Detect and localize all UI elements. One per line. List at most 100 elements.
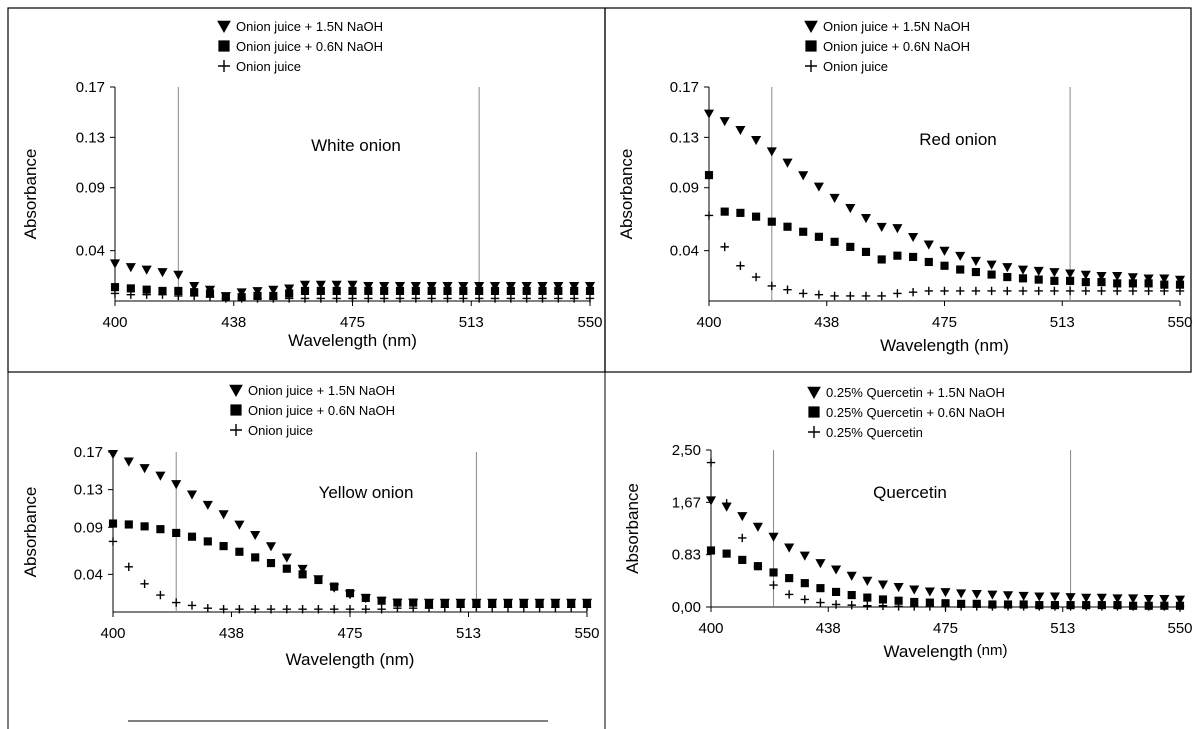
data-point [861, 291, 871, 301]
data-point [443, 286, 452, 295]
data-point [972, 602, 981, 611]
x-tick-label: 400 [100, 625, 125, 642]
legend-marker [218, 40, 230, 52]
data-point [519, 603, 528, 612]
y-tick-label: 2,50 [672, 442, 701, 459]
data-point [1081, 593, 1092, 603]
data-point [505, 282, 516, 292]
data-point [910, 602, 919, 611]
chart-white-onion: 400 438 475 513 550 0.04 0.09 0.13 0.17 Absorbanc… [21, 19, 603, 350]
data-point [265, 542, 277, 552]
data-point [893, 289, 902, 298]
data-point [736, 208, 745, 217]
data-point [1144, 279, 1153, 288]
data-point [735, 125, 746, 136]
data-point [139, 464, 150, 474]
data-point [474, 282, 485, 292]
data-point [297, 564, 308, 574]
legend-label: 0.25% Quercetin [826, 425, 923, 440]
data-point [988, 602, 997, 611]
data-point [923, 240, 934, 250]
data-point [987, 270, 996, 279]
data-point [1019, 602, 1028, 611]
data-point [1096, 593, 1107, 603]
data-point [506, 286, 515, 295]
data-point [361, 604, 370, 614]
data-point [251, 604, 260, 614]
data-point [1113, 279, 1122, 288]
data-point [831, 600, 841, 609]
data-point [282, 604, 291, 614]
y-tick-label: 0.17 [76, 79, 105, 96]
legend-label: 0.25% Quercetin + 0.6N NaOH [826, 405, 1005, 420]
data-point [1002, 263, 1013, 273]
data-point [768, 532, 779, 542]
y-tick-label: 0.04 [74, 566, 103, 583]
data-point [892, 224, 903, 234]
data-point [878, 601, 888, 610]
series-0 [703, 109, 1186, 285]
data-point [140, 579, 149, 588]
y-tick-label: 0.04 [670, 243, 699, 260]
data-point [862, 576, 873, 586]
data-point [395, 294, 405, 303]
data-point [123, 457, 134, 467]
data-point [173, 270, 184, 280]
data-point [1160, 602, 1169, 611]
data-point [125, 263, 136, 273]
data-point [815, 559, 826, 569]
data-point [281, 553, 292, 563]
data-point [140, 522, 149, 531]
data-point [124, 520, 133, 529]
data-point [1097, 286, 1106, 296]
data-point [736, 261, 745, 270]
x-tick-label: 513 [1050, 314, 1075, 331]
x-tick-label: 438 [221, 314, 246, 331]
data-point [380, 286, 389, 295]
data-point [1160, 286, 1169, 296]
x-axis-label: Wavelength (nm) [884, 642, 1008, 661]
y-tick-label: 0.09 [76, 180, 105, 197]
data-point [1034, 286, 1043, 296]
x-axis-label: Wavelength (nm) [288, 331, 417, 350]
data-point [971, 267, 980, 277]
data-point [458, 282, 469, 292]
legend-marker [805, 40, 817, 52]
data-point [1128, 594, 1139, 604]
data-point [107, 450, 119, 460]
series-2 [108, 537, 592, 614]
legend-marker [808, 406, 820, 418]
x-tick-label: 513 [459, 314, 484, 331]
data-point [831, 587, 841, 596]
data-point [767, 281, 776, 291]
data-point [909, 252, 918, 262]
data-point [908, 232, 919, 243]
data-point [971, 286, 981, 296]
data-point [364, 286, 373, 295]
data-point [706, 458, 716, 467]
data-point [218, 510, 229, 520]
data-point [538, 286, 547, 295]
legend-label: Onion juice + 1.5N NaOH [236, 19, 383, 34]
data-point [237, 294, 246, 303]
data-point [205, 293, 215, 302]
data-point [1003, 273, 1012, 282]
data-point [940, 261, 949, 270]
data-point [395, 286, 405, 295]
legend-marker [804, 20, 818, 34]
data-point [442, 282, 453, 292]
data-point [1065, 269, 1076, 279]
data-point [783, 222, 792, 231]
data-point [893, 251, 902, 260]
chart-title: White onion [311, 136, 401, 155]
data-point [722, 499, 731, 508]
legend-marker [217, 20, 231, 34]
data-point [924, 257, 933, 267]
data-point [203, 604, 212, 613]
y-tick-label: 0,00 [672, 599, 701, 616]
data-point [846, 571, 857, 581]
data-point [1128, 286, 1138, 296]
data-point [752, 212, 761, 221]
data-point [266, 604, 276, 614]
legend-label: Onion juice + 0.6N NaOH [236, 39, 383, 54]
